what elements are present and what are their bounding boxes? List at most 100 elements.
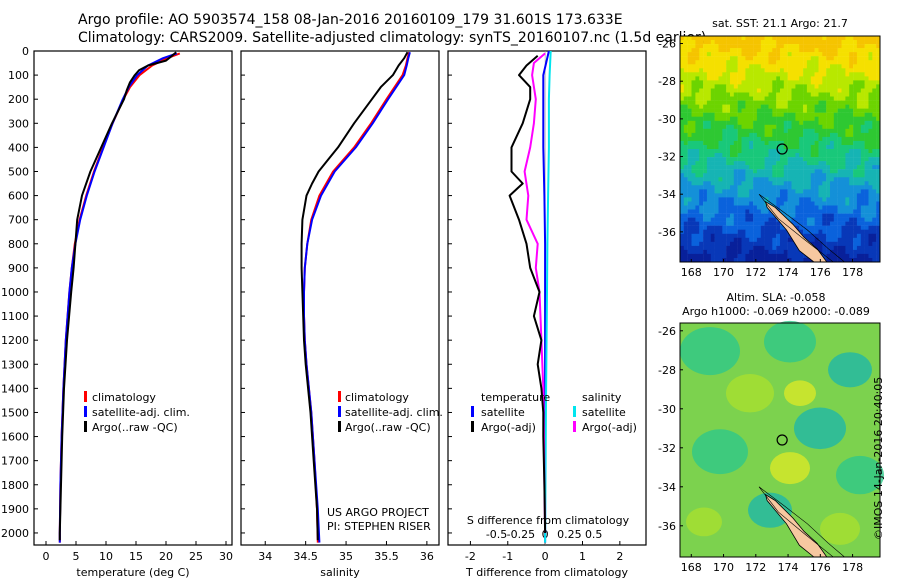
sst-cell [799,197,804,202]
sst-cell [749,161,754,166]
sst-cell [787,112,792,117]
sst-cell [772,48,777,53]
sst-cell [687,217,692,222]
sst-cell [733,217,738,222]
sst-cell [803,140,808,146]
sst-cell [764,213,769,218]
sst-cell [718,181,723,186]
sst-cell [845,221,850,226]
sst-cell [776,225,781,230]
sst-cell [706,213,711,218]
sst-cell [756,173,761,178]
sst-cell [706,120,711,126]
sst-cell [683,161,688,166]
sst-cell [826,64,831,69]
sst-cell [695,205,700,210]
sst-cell [837,245,842,251]
sst-cell [853,213,858,218]
sst-cell [849,181,854,186]
sst-cell [680,136,685,142]
sst-cell [853,128,858,134]
sst-cell [818,217,823,222]
sst-cell [706,128,711,134]
sst-cell [753,189,758,194]
sst-cell [730,104,735,109]
sst-cell [749,56,754,61]
sst-cell [799,217,804,222]
lat-tick-label: -36 [658,520,676,533]
sst-cell [741,149,746,154]
sst-cell [710,96,715,101]
sst-cell [680,149,685,154]
sst-cell [772,128,777,134]
series-line [58,51,177,541]
depth-tick-label: 0 [22,45,29,58]
sst-map-title: sat. SST: 21.1 Argo: 21.7 [712,17,848,30]
sst-cell [853,161,858,166]
sst-cell [699,253,704,259]
sst-cell [837,40,842,45]
sst-cell [737,205,742,210]
sst-cell [714,108,719,113]
sst-cell [826,165,831,170]
sst-cell [722,112,727,117]
sst-cell [726,165,731,170]
sst-cell [706,36,711,41]
sst-cell [760,197,765,202]
sst-cell [837,68,842,73]
sst-cell [718,197,723,202]
sst-cell [706,96,711,101]
sst-cell [826,237,831,243]
sst-cell [799,132,804,138]
sst-cell [876,60,881,65]
sst-cell [791,169,796,174]
sst-cell [860,140,865,146]
sst-cell [830,213,835,218]
sst-cell [783,157,788,162]
sst-cell [722,233,727,239]
sst-cell [776,68,781,73]
sst-cell [776,229,781,234]
sst-cell [818,48,823,53]
sst-cell [687,96,692,101]
sst-cell [864,149,869,154]
sst-cell [830,221,835,226]
sst-cell [791,60,796,65]
sst-cell [853,185,858,190]
sst-cell [837,169,842,174]
sst-cell [726,221,731,226]
sst-cell [741,104,746,109]
sst-cell [826,100,831,105]
lat-tick-label: -34 [658,481,676,494]
sst-cell [699,136,704,142]
sst-cell [687,128,692,134]
sst-cell [818,181,823,186]
sst-cell [853,209,858,214]
sst-cell [860,225,865,230]
sst-cell [726,76,731,81]
sst-cell [841,44,846,49]
sst-cell [872,165,877,170]
sst-cell [714,124,719,130]
sst-cell [826,136,831,142]
sst-cell [776,165,781,170]
sst-cell [810,233,815,239]
sst-cell [722,108,727,113]
sst-cell [783,245,788,251]
sst-cell [860,201,865,206]
sst-cell [756,225,761,230]
sst-cell [710,165,715,170]
sst-cell [864,229,869,234]
sst-cell [856,36,861,41]
sst-cell [822,161,827,166]
sst-cell [756,181,761,186]
sst-cell [733,201,738,206]
sst-cell [845,177,850,182]
sst-cell [810,221,815,226]
sst-cell [814,44,819,49]
sst-cell [699,161,704,166]
sst-cell [710,40,715,45]
sst-cell [703,120,708,126]
sst-cell [710,52,715,57]
sst-cell [741,237,746,243]
